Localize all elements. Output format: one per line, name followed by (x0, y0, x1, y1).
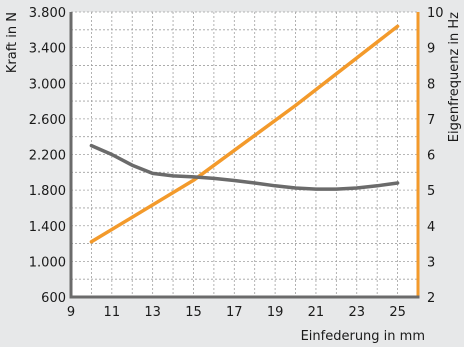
x-tick-label: 13 (144, 305, 161, 320)
x-tick-label: 17 (226, 305, 243, 320)
left-y-tick-labels: 600 1.000 1.400 1.800 2.200 2.600 3.000 3.400 3.… (29, 6, 66, 306)
left-y-tick-label: 3.000 (29, 77, 66, 92)
right-y-tick-label: 7 (427, 113, 435, 128)
x-tick-label: 23 (348, 305, 365, 320)
eigenfrequenz-series-line (89, 143, 400, 191)
left-y-tick-label: 1.400 (29, 220, 66, 235)
left-y-tick-label: 2.200 (29, 149, 66, 164)
left-y-tick-label: 3.400 (29, 42, 66, 57)
x-tick-label: 9 (67, 305, 75, 320)
left-y-tick-label: 600 (41, 291, 66, 306)
right-y-tick-label: 5 (427, 184, 435, 199)
left-y-tick-label: 1.800 (29, 184, 66, 199)
right-y-tick-labels: 2 3 4 5 6 7 8 9 10 (427, 6, 444, 306)
right-y-tick-label: 4 (427, 220, 435, 235)
grid-lines (71, 11, 418, 297)
x-tick-labels: 9 11 13 15 17 19 21 23 25 (67, 305, 406, 320)
left-y-axis-title: Kraft in N (5, 12, 20, 73)
x-tick-label: 19 (267, 305, 284, 320)
x-axis-title: Einfederung in mm (301, 329, 425, 344)
right-y-tick-label: 10 (427, 6, 444, 21)
right-y-tick-label: 9 (427, 42, 435, 57)
x-tick-label: 21 (308, 305, 325, 320)
x-tick-label: 11 (104, 305, 121, 320)
left-y-tick-label: 2.600 (29, 113, 66, 128)
series-lines (89, 24, 400, 244)
right-y-tick-label: 2 (427, 291, 435, 306)
right-y-tick-label: 3 (427, 255, 435, 270)
x-tick-label: 15 (185, 305, 202, 320)
x-tick-label: 25 (389, 305, 406, 320)
right-y-axis-title: Eigenfrequenz in Hz (447, 12, 462, 142)
right-y-tick-label: 8 (427, 77, 435, 92)
left-y-tick-label: 1.000 (29, 255, 66, 270)
right-y-tick-label: 6 (427, 149, 435, 164)
left-y-tick-label: 3.800 (29, 6, 66, 21)
kraft-series-line (89, 24, 400, 244)
